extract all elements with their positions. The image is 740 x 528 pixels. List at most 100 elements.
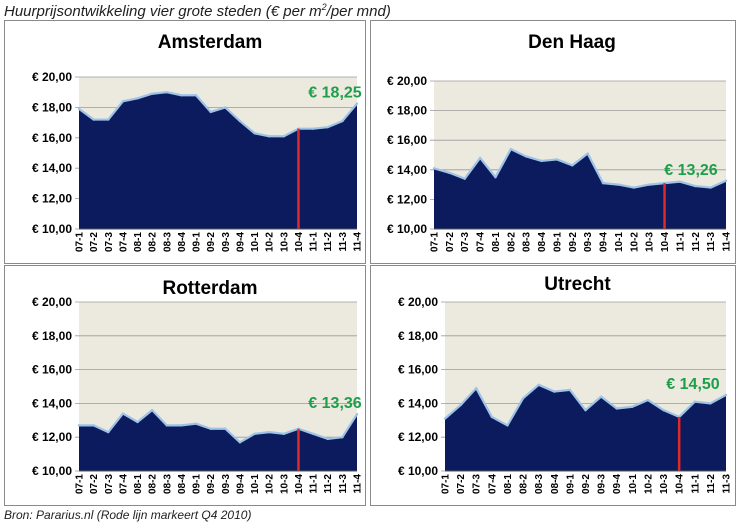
x-tick-label: 11-2: [706, 474, 717, 494]
data-point: [209, 427, 212, 430]
x-tick-label: 08-2: [506, 232, 517, 252]
data-point: [601, 181, 605, 185]
x-tick-label: 08-3: [522, 232, 533, 252]
data-point: [150, 408, 154, 412]
data-point: [459, 403, 462, 407]
x-tick-label: 09-3: [221, 474, 232, 494]
x-tick-label: 10-3: [645, 232, 656, 252]
x-tick-label: 11-2: [323, 232, 334, 252]
y-tick-label: € 12,00: [398, 430, 438, 444]
x-tick-label: 07-4: [118, 474, 129, 494]
data-point: [150, 92, 154, 95]
chart-amsterdam: € 10,00 € 12,00 € 14,00 € 16,00 € 18,00 € 20,…: [32, 32, 364, 252]
series-line: [79, 409, 358, 444]
value-label: € 13,36: [308, 395, 361, 412]
area-series: [434, 149, 726, 229]
series-line: [433, 147, 727, 189]
x-tick-label: 11-3: [338, 474, 349, 494]
x-tick-label: 09-3: [221, 232, 232, 252]
y-tick-label: € 16,00: [32, 363, 72, 377]
data-point: [180, 424, 183, 427]
x-tick-label: 07-2: [456, 474, 467, 494]
x-tick-label: 11-4: [722, 232, 733, 252]
data-point: [311, 127, 315, 130]
x-tick-label: 08-3: [162, 474, 173, 494]
x-tick-label: 09-4: [599, 232, 610, 252]
data-point: [107, 430, 110, 434]
x-tick-label: 10-1: [614, 232, 625, 252]
x-tick-label: 07-2: [89, 474, 100, 494]
x-tick-label: 08-2: [148, 474, 159, 494]
data-point: [136, 97, 139, 100]
data-point: [724, 393, 728, 397]
x-tick-label: 10-1: [250, 474, 261, 494]
data-point: [694, 184, 697, 188]
panel-title: Utrecht: [544, 274, 611, 295]
x-tick-label: 07-1: [430, 232, 441, 252]
data-point: [463, 177, 466, 180]
x-tick-label: 08-1: [503, 474, 514, 494]
data-point: [238, 441, 242, 444]
x-tick-label: 11-2: [691, 232, 702, 252]
x-tick-label: 10-3: [279, 474, 290, 494]
x-tick-label: 09-3: [597, 474, 608, 494]
y-tick-label: € 20,00: [32, 295, 72, 309]
data-point: [180, 94, 183, 97]
y-tick-label: € 18,00: [32, 329, 72, 343]
x-tick-label: 10-2: [265, 232, 276, 252]
x-tick-label: 08-4: [177, 232, 188, 252]
source-note: Bron: Pararius.nl (Rode lijn markeert Q4…: [4, 508, 252, 522]
chart-panel-amsterdam: € 10,00 € 12,00 € 14,00 € 16,00 € 18,00 € 20,…: [4, 20, 366, 264]
y-tick-label: € 14,00: [387, 163, 427, 177]
x-tick-label: 07-3: [104, 474, 115, 494]
data-point: [555, 158, 559, 161]
x-tick-label: 11-1: [309, 474, 320, 494]
y-tick-label: € 20,00: [398, 295, 438, 309]
data-point: [586, 152, 589, 155]
x-tick-label: 10-2: [643, 474, 654, 494]
data-point: [121, 100, 125, 103]
x-tick-label: 08-1: [133, 474, 144, 494]
y-tick-label: € 18,00: [398, 329, 438, 343]
data-point: [194, 422, 198, 425]
data-point: [584, 408, 587, 412]
y-tick-label: € 20,00: [32, 70, 72, 84]
panel-title: Den Haag: [528, 32, 616, 53]
data-point: [709, 402, 712, 405]
x-tick-label: 09-3: [583, 232, 594, 252]
data-point: [92, 118, 95, 121]
chart-rotterdam: € 10,00 € 12,00 € 14,00 € 16,00 € 18,00 € 20,…: [32, 278, 364, 494]
data-point: [475, 386, 478, 390]
data-point: [632, 186, 635, 189]
title-superscript: 2: [321, 2, 327, 12]
data-point: [568, 388, 572, 392]
x-tick-label: 11-3: [338, 232, 349, 252]
x-tick-label: 11-3: [706, 232, 717, 252]
x-tick-label: 10-4: [675, 474, 686, 494]
data-point: [107, 118, 110, 121]
y-tick-label: € 12,00: [32, 430, 72, 444]
data-point: [615, 407, 618, 410]
x-tick-label: 10-4: [294, 232, 305, 252]
x-tick-label: 07-3: [460, 232, 471, 252]
data-point: [311, 432, 315, 436]
y-tick-label: € 14,00: [398, 396, 438, 410]
data-point: [355, 102, 359, 105]
data-point: [253, 132, 256, 135]
data-point: [494, 176, 497, 179]
data-point: [724, 179, 728, 182]
chart-den-haag: € 10,00 € 12,00 € 14,00 € 16,00 € 18,00 € 20,…: [387, 32, 733, 252]
value-label: € 13,26: [664, 162, 717, 179]
data-point: [678, 180, 682, 183]
y-tick-label: € 10,00: [32, 464, 72, 478]
data-point: [341, 436, 344, 439]
data-point: [490, 415, 494, 419]
data-point: [282, 432, 286, 436]
x-tick-label: 09-1: [552, 232, 563, 252]
x-tick-label: 09-4: [235, 474, 246, 494]
data-point: [506, 424, 509, 427]
data-point: [92, 424, 95, 427]
page-title: Huurprijsontwikkeling vier grote steden …: [4, 2, 391, 20]
y-tick-label: € 16,00: [32, 131, 72, 145]
panel-title: Rotterdam: [162, 278, 257, 299]
